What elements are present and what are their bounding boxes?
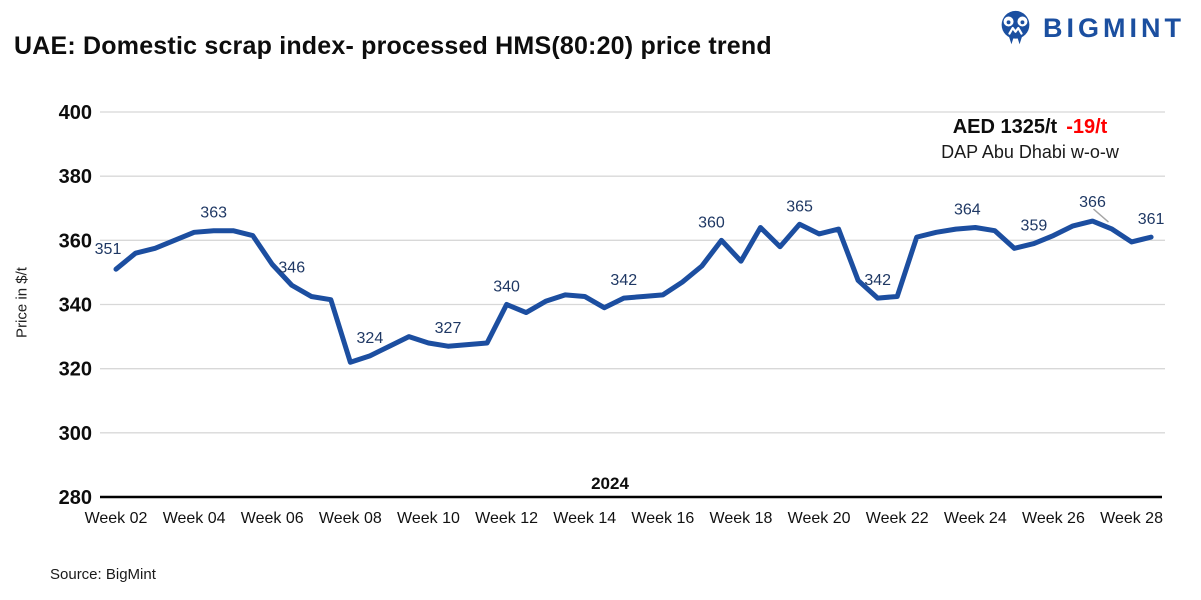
x-tick-label: Week 08	[319, 510, 382, 527]
page-title: UAE: Domestic scrap index- processed HMS…	[14, 32, 772, 60]
x-tick-label: Week 02	[85, 510, 148, 527]
x-tick-label: Week 18	[710, 510, 773, 527]
y-tick-label: 380	[59, 166, 92, 188]
data-label: 360	[698, 214, 725, 231]
x-tick-label: Week 04	[163, 510, 226, 527]
x-tick-label: Week 22	[866, 510, 929, 527]
annotation-basis: DAP Abu Dhabi w-o-w	[941, 142, 1119, 162]
x-tick-label: Week 28	[1100, 510, 1163, 527]
y-tick-label: 300	[59, 423, 92, 445]
x-tick-label: Week 10	[397, 510, 460, 527]
data-label: 365	[786, 198, 813, 215]
data-label: 340	[493, 279, 520, 296]
y-tick-label: 340	[59, 295, 92, 317]
x-tick-label: Week 24	[944, 510, 1007, 527]
data-label: 342	[610, 272, 637, 289]
y-tick-label: 320	[59, 359, 92, 381]
price-annotation: AED 1325/t -19/t DAP Abu Dhabi w-o-w	[880, 116, 1180, 163]
x-tick-label: Week 06	[241, 510, 304, 527]
x-tick-label: Week 26	[1022, 510, 1085, 527]
source-note: Source: BigMint	[50, 566, 156, 583]
brand-logo: BIGMINT	[997, 8, 1185, 48]
x-tick-label: Week 16	[631, 510, 694, 527]
brand-logo-icon	[1001, 10, 1030, 45]
y-tick-label: 280	[59, 487, 92, 509]
annotation-price: AED 1325/t	[952, 116, 1058, 138]
data-label: 361	[1138, 211, 1165, 228]
data-label: 351	[95, 241, 122, 258]
data-label: 366	[1079, 194, 1106, 211]
data-label: 359	[1021, 218, 1048, 235]
data-label-leader-line	[1093, 208, 1109, 223]
data-label: 346	[278, 259, 305, 276]
x-axis-year-label: 2024	[591, 474, 629, 493]
data-label: 363	[200, 205, 227, 222]
data-label: 327	[435, 320, 462, 337]
brand-logo-text: BIGMINT	[1043, 12, 1185, 43]
data-label: 342	[864, 272, 891, 289]
y-tick-label: 400	[59, 102, 92, 124]
x-tick-label: Week 20	[788, 510, 851, 527]
data-label: 364	[954, 202, 981, 219]
data-label: 324	[357, 330, 384, 347]
y-axis-title: Price in $/t	[13, 267, 31, 338]
y-tick-label: 360	[59, 230, 92, 252]
annotation-change: -19/t	[1066, 116, 1108, 138]
price-line	[113, 218, 1154, 365]
annotation-price-line: AED 1325/t -19/t	[880, 116, 1180, 139]
x-tick-label: Week 14	[553, 510, 616, 527]
x-tick-label: Week 12	[475, 510, 538, 527]
